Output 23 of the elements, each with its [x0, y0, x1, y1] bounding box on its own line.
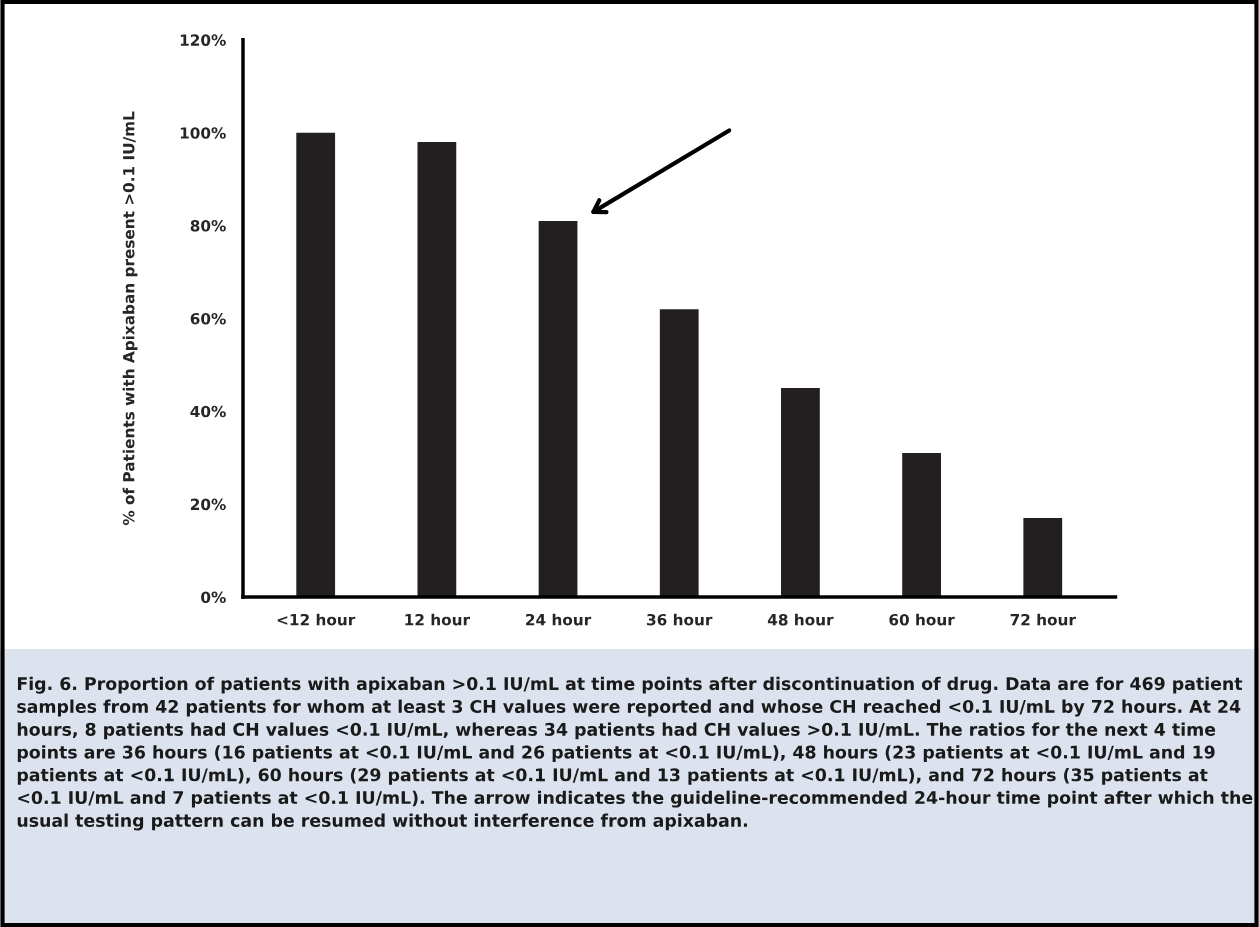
bar	[417, 142, 457, 597]
y-tick-label: 20%	[190, 498, 226, 511]
x-tick-label: 60 hour	[889, 613, 955, 626]
y-tick-label: 40%	[190, 405, 226, 418]
bar	[781, 388, 820, 597]
x-tick-label: <12 hour	[277, 613, 356, 626]
caption: Fig. 6. Proportion of patients with apixaban >0.1 IU/mL at time points after discontinuation of drug. Data are for 469 patient samples from 42 patients for whom at least 3 CH values were reported and whose CH reached <0.1 IU/mL by 72 hours. At 24 hours, 8 patients had CH values <0.1 IU/mL, whereas 34 patients had CH values >0.1 IU/mL. The ratios for the next 4 time points are 36 hours (16 patients at <0.1 IU/mL and 26 patients at <0.1 IU/mL), 48 hours (23 patients at <0.1 IU/mL and 19 patients at <0.1 IU/mL), 60 hours (29 patients at <0.1 IU/mL and 13 patients at <0.1 IU/mL), and 72 hours (35 patients at <0.1 IU/mL and 7 patients at <0.1 IU/mL). The arrow indicates the guideline-recommended 24-hour time point after which the usual testing pattern can be resumed without interference from apixaban.	[17, 676, 1253, 831]
bar	[538, 220, 578, 597]
x-tick-label: 36 hour	[647, 613, 713, 626]
y-tick-label: 0%	[201, 591, 226, 604]
bar	[296, 132, 336, 597]
y-tick-label: 120%	[180, 34, 226, 46]
y-tick-label: 80%	[190, 220, 226, 232]
bar	[659, 309, 699, 597]
x-tick-label: 48 hour	[767, 613, 834, 626]
x-tick-label: 24 hour	[526, 613, 592, 626]
x-tick-label: 72 hour	[1010, 613, 1076, 626]
x-tick-label: 12 hour	[405, 613, 471, 626]
y-tick-label: 100%	[180, 127, 226, 139]
y-axis-title: % of Patients with Apixaban present >0.1 IU/mL	[122, 111, 138, 526]
bar	[902, 453, 941, 597]
bar	[1023, 518, 1063, 597]
y-tick-label: 60%	[190, 312, 226, 325]
